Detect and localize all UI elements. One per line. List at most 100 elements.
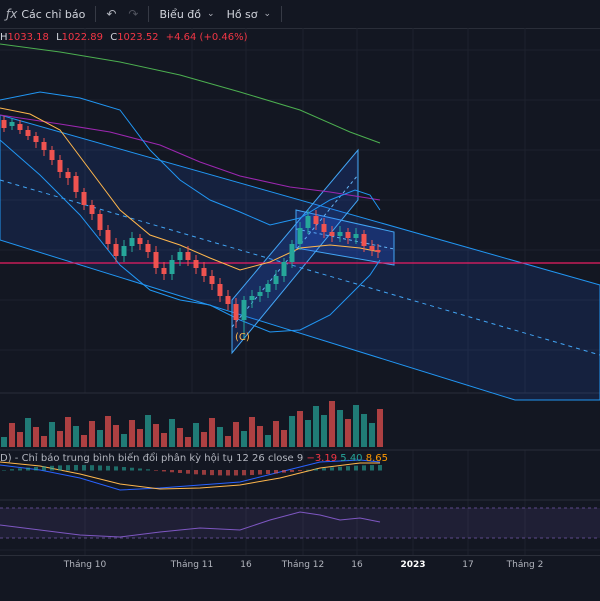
volume-bar [9, 423, 15, 447]
toolbar-divider [95, 6, 97, 22]
macd-histogram-bar [370, 465, 374, 471]
small-channel-midline [295, 228, 395, 250]
bollinger-upper [0, 91, 381, 226]
high-value: 1033.18 [7, 32, 49, 43]
candle-body [57, 160, 63, 172]
candle-body [193, 260, 199, 268]
volume-bar [201, 432, 207, 447]
volume-bar [273, 421, 279, 447]
volume-bar [345, 419, 351, 447]
profile-menu-button[interactable]: Hồ sơ ⌄ [221, 0, 278, 28]
candle-body [353, 234, 359, 238]
toolbar-divider [281, 6, 283, 22]
volume-bar [313, 406, 319, 447]
macd-histogram-bar [242, 470, 246, 476]
small-channel [295, 209, 395, 266]
volume-bar [369, 423, 375, 447]
candle-body [273, 276, 279, 284]
time-tick-year: 2023 [400, 560, 426, 570]
volume-bar [361, 414, 367, 447]
top-toolbar: ƒx Các chỉ báo ↶ ↷ Biểu đồ ⌄ Hồ sơ ⌄ [0, 0, 600, 29]
chart-menu-button[interactable]: Biểu đồ ⌄ [153, 0, 220, 28]
macd-histogram-bar [90, 465, 94, 471]
candle-body [113, 244, 119, 256]
macd-histogram-bar [186, 470, 190, 474]
macd-histogram-bar [2, 470, 6, 471]
close-value: 1023.52 [117, 32, 159, 43]
macd-histogram-bar [306, 469, 310, 471]
volume-bar [241, 431, 247, 447]
regression-channel [0, 114, 600, 401]
macd-histogram-bar [130, 467, 134, 471]
macd-histogram-bar [258, 470, 262, 475]
volume-bar [145, 415, 151, 447]
macd-histogram-bar [50, 465, 54, 471]
volume-bar [121, 434, 127, 447]
volume-bar [33, 427, 39, 447]
macd-histogram-bar [330, 467, 334, 471]
volume-bar [129, 420, 135, 447]
rising-channel-midline [231, 174, 359, 328]
volume-bar [17, 432, 23, 447]
candle-body [289, 244, 295, 262]
volume-bar [1, 437, 7, 447]
volume-bar [257, 426, 263, 447]
candle-body [265, 284, 271, 292]
volume-bar [297, 411, 303, 447]
candle-body [137, 238, 143, 244]
macd-signal-line [0, 461, 380, 490]
time-tick: 16 [240, 560, 252, 570]
candle-body [281, 262, 287, 276]
macd-histogram-bar [106, 465, 110, 471]
volume-bar [97, 430, 103, 447]
macd-histogram-bar [354, 465, 358, 471]
ma-short-line [0, 107, 381, 271]
macd-params: 12 26 close 9 [236, 453, 304, 464]
volume-bar [153, 424, 159, 447]
function-icon: ƒx [6, 7, 18, 21]
candle-body [297, 228, 303, 244]
macd-histogram-bar [34, 466, 38, 471]
macd-histogram-bar [122, 467, 126, 471]
candle-body [233, 304, 239, 320]
macd-title: D) - Chỉ báo trung bình biến đổi phân kỳ… [0, 453, 233, 464]
candle-body [313, 216, 319, 224]
candle-body [33, 136, 39, 142]
candle-body [153, 252, 159, 268]
macd-histogram-bar [298, 470, 302, 472]
macd-histogram-bar [154, 470, 158, 471]
candle-body [337, 232, 343, 236]
ma-mid-line [0, 114, 381, 201]
volume-bar [137, 429, 143, 447]
macd-histogram-bar [266, 470, 270, 475]
volume-bar [185, 437, 191, 447]
volume-bar [217, 427, 223, 447]
bollinger-lower [0, 139, 381, 333]
indicators-button[interactable]: ƒx Các chỉ báo [0, 0, 91, 28]
macd-line-value: 5.40 [340, 453, 363, 464]
macd-legend: D) - Chỉ báo trung bình biến đổi phân kỳ… [0, 453, 388, 464]
volume-bar [265, 435, 271, 447]
volume-bar [305, 420, 311, 447]
volume-bar [25, 418, 31, 447]
candle-body [177, 252, 183, 260]
candle-body [41, 142, 47, 150]
macd-histogram-bar [290, 470, 294, 472]
candle-body [17, 124, 23, 130]
undo-icon[interactable]: ↶ [106, 7, 117, 21]
candle-body [81, 192, 87, 205]
candle-body [97, 214, 103, 230]
candle-body [9, 122, 15, 126]
macd-histogram-bar [146, 469, 150, 471]
candle-body [209, 276, 215, 284]
redo-icon[interactable]: ↷ [128, 7, 139, 21]
candle-body [121, 246, 127, 256]
volume-bar [249, 417, 255, 447]
time-axis[interactable]: Tháng 10 Tháng 11 16 Tháng 12 16 2023 17… [0, 555, 600, 601]
candle-body [185, 252, 191, 260]
chevron-down-icon: ⌄ [207, 9, 215, 19]
candle-body [73, 176, 79, 192]
time-tick: Tháng 2 [506, 560, 544, 570]
volume-bar [281, 430, 287, 447]
price-chart[interactable]: (C) [0, 0, 600, 555]
